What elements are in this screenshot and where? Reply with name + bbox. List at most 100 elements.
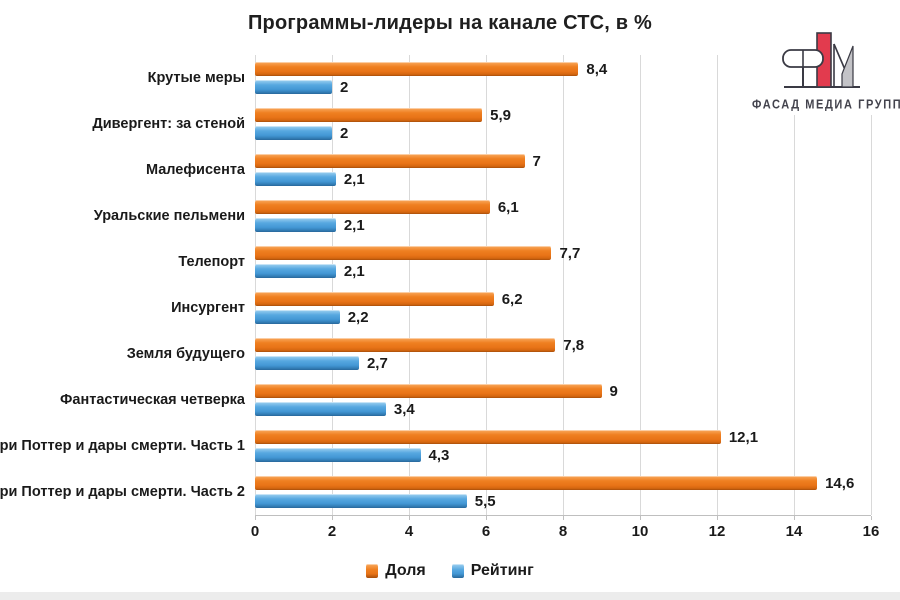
value-label: 9 xyxy=(609,382,618,400)
bar-group: 12,1 4,3 xyxy=(255,423,871,469)
value-label: 2,1 xyxy=(343,262,365,280)
bar-рейтинг xyxy=(255,264,336,278)
value-label: 7,8 xyxy=(563,336,585,354)
x-axis: 0 2 4 6 8 10 12 14 16 xyxy=(251,516,879,546)
x-tick-label: 8 xyxy=(558,523,568,540)
gridline xyxy=(332,55,333,515)
bar-group: 7 2,1 xyxy=(255,147,871,193)
value-label: 3,4 xyxy=(393,400,415,418)
gridline xyxy=(640,55,641,515)
bar-доля xyxy=(255,430,721,444)
x-tick-label: 4 xyxy=(404,523,414,540)
bar-рейтинг xyxy=(255,218,336,232)
x-tick-label: 16 xyxy=(862,523,880,540)
bar-доля xyxy=(255,292,494,306)
legend: Доля Рейтинг xyxy=(0,562,900,580)
legend-label: Рейтинг xyxy=(470,562,534,579)
legend-item-рейтинг: Рейтинг xyxy=(451,562,534,580)
bar-доля xyxy=(255,384,602,398)
bar-group: 8,4 2 xyxy=(255,55,871,101)
bar-рейтинг xyxy=(255,356,359,370)
gridline xyxy=(486,55,487,515)
x-tick-label: 12 xyxy=(708,523,726,540)
x-tick-label: 14 xyxy=(785,523,803,540)
value-label: 2,2 xyxy=(347,308,369,326)
gridline xyxy=(717,55,718,515)
value-label: 5,5 xyxy=(474,492,496,510)
bar-доля xyxy=(255,476,818,490)
gridline xyxy=(871,55,872,515)
bar-рейтинг xyxy=(255,494,467,508)
value-label: 6,2 xyxy=(501,290,523,308)
bar-доля xyxy=(255,108,483,122)
category-label: Малефисента xyxy=(145,162,245,178)
bar-group: 14,6 5,5 xyxy=(255,469,871,515)
category-label: Фантастическая четверка xyxy=(60,392,245,408)
value-label: 14,6 xyxy=(825,474,855,492)
value-label: 7 xyxy=(532,152,541,170)
bar-group: 6,1 2,1 xyxy=(255,193,871,239)
value-label: 7,7 xyxy=(559,244,581,262)
value-label: 2 xyxy=(340,78,349,96)
chart-title: Программы-лидеры на канале СТС, в % xyxy=(247,12,653,34)
logo: ФАСАД МЕДИА ГРУПП xyxy=(752,28,900,115)
value-label: 8,4 xyxy=(586,60,608,78)
value-label: 5,9 xyxy=(490,106,511,124)
x-tick-mark xyxy=(716,516,718,520)
x-tick-mark xyxy=(254,516,256,520)
category-label: Телепорт xyxy=(178,254,245,270)
gridline xyxy=(255,55,256,515)
gridline xyxy=(563,55,564,515)
bar-доля xyxy=(255,246,552,260)
x-tick-mark xyxy=(562,516,564,520)
category-label: Уральские пельмени xyxy=(93,208,245,224)
category-label: Гарри Поттер и дары смерти. Часть 1 xyxy=(0,438,245,454)
bar-group: 9 3,4 xyxy=(255,377,871,423)
value-label: 6,1 xyxy=(497,198,519,216)
chart-body: Крутые меры Дивергент: за стеной Малефисен… xyxy=(0,55,879,546)
legend-marker-icon xyxy=(366,564,379,578)
bar-рейтинг xyxy=(255,172,336,186)
bar-доля xyxy=(255,200,490,214)
bar-group: 7,7 2,1 xyxy=(255,239,871,285)
legend-marker-icon xyxy=(451,564,464,578)
bottom-strip xyxy=(0,592,900,600)
bar-рейтинг xyxy=(255,126,332,140)
bar-рейтинг xyxy=(255,80,332,94)
value-label: 2,1 xyxy=(343,170,365,188)
bar-доля xyxy=(255,62,579,76)
value-label: 2 xyxy=(340,124,349,142)
legend-item-доля: Доля xyxy=(366,562,426,580)
bar-group: 6,2 2,2 xyxy=(255,285,871,331)
x-tick-label: 2 xyxy=(327,523,337,540)
category-label: Дивергент: за стеной xyxy=(92,116,245,132)
x-tick-mark xyxy=(870,516,872,520)
x-tick-mark xyxy=(793,516,795,520)
x-tick-mark xyxy=(639,516,641,520)
logo-text: ФАСАД МЕДИА ГРУПП xyxy=(752,98,900,112)
category-label: Гарри Поттер и дары смерти. Часть 2 xyxy=(0,484,245,500)
legend-label: Доля xyxy=(385,562,426,579)
gridline xyxy=(409,55,410,515)
x-tick-label: 10 xyxy=(631,523,649,540)
category-label: Крутые меры xyxy=(147,70,245,86)
bar-group: 5,9 2 xyxy=(255,101,871,147)
x-tick-mark xyxy=(408,516,410,520)
value-label: 2,1 xyxy=(343,216,365,234)
bar-рейтинг xyxy=(255,448,421,462)
bar-рейтинг xyxy=(255,402,386,416)
category-label: Земля будущего xyxy=(126,346,245,362)
bar-group: 7,8 2,7 xyxy=(255,331,871,377)
x-tick-label: 6 xyxy=(481,523,491,540)
x-tick-label: 0 xyxy=(250,523,260,540)
x-tick-mark xyxy=(485,516,487,520)
plot-area: 8,4 2 5,9 2 7 2,1 6,1 2,1 7,7 2,1 6,2 2,2 7,8 2,7 9 3,4… xyxy=(255,55,872,516)
value-label: 12,1 xyxy=(728,428,759,446)
bar-рейтинг xyxy=(255,310,340,324)
value-label: 4,3 xyxy=(428,446,450,464)
value-label: 2,7 xyxy=(366,354,388,372)
category-axis: Крутые меры Дивергент: за стеной Малефисен… xyxy=(0,55,255,546)
x-tick-mark xyxy=(331,516,333,520)
bar-доля xyxy=(255,338,556,352)
